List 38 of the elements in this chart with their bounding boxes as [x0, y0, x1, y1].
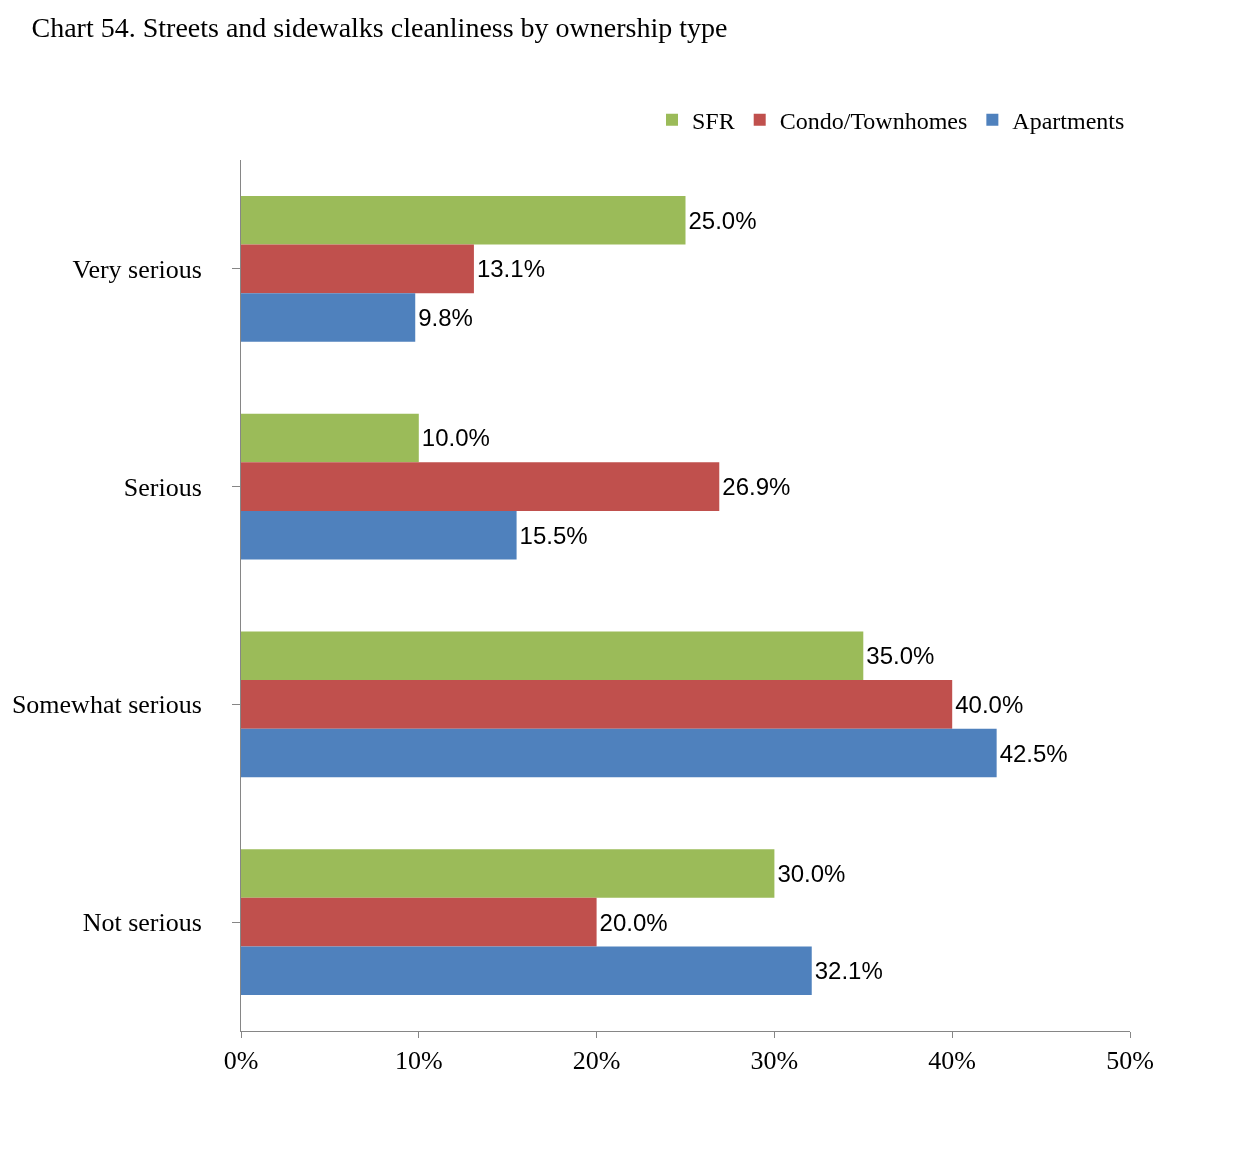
legend-label: Apartments [1012, 108, 1125, 135]
bar [241, 849, 775, 898]
data-label: 15.5% [519, 521, 588, 549]
legend-label: SFR [692, 108, 735, 135]
bar [241, 293, 416, 342]
bar [241, 195, 686, 245]
x-tick-label: 40% [928, 1046, 977, 1076]
data-label: 42.5% [999, 739, 1068, 767]
x-tick-label: 10% [394, 1046, 443, 1076]
bar [241, 462, 720, 511]
x-tick-label: 30% [750, 1046, 799, 1076]
data-label: 26.9% [722, 473, 791, 501]
data-label: 40.0% [955, 690, 1024, 718]
data-label: 32.1% [814, 957, 883, 985]
y-tick-label: Not serious [82, 908, 202, 938]
y-tick-label: Somewhat serious [11, 690, 202, 720]
x-tick-label: 50% [1106, 1046, 1154, 1076]
data-label: 9.8% [418, 304, 473, 332]
bar [241, 897, 597, 947]
legend-label: Condo/Townhomes [779, 108, 968, 135]
x-tick-label: 20% [572, 1046, 621, 1076]
bar [241, 244, 474, 294]
data-label: 13.1% [476, 255, 545, 283]
data-label: 35.0% [866, 642, 935, 670]
bar [241, 680, 953, 729]
y-tick-label: Serious [123, 472, 202, 502]
bar [241, 946, 812, 996]
data-label: 30.0% [777, 859, 846, 887]
data-label: 25.0% [688, 206, 757, 234]
data-label: 20.0% [599, 908, 668, 936]
bar [241, 631, 864, 681]
x-tick-label: 0% [223, 1046, 259, 1076]
bar [241, 510, 517, 560]
y-tick-label: Very serious [72, 254, 202, 284]
bar [241, 413, 419, 463]
bar [241, 728, 997, 778]
chart-title: Chart 54. Streets and sidewalks cleanliness by ownership type [31, 11, 728, 43]
data-label: 10.0% [421, 424, 490, 452]
